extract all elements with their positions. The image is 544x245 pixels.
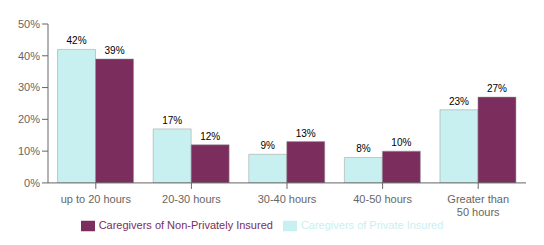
svg-text:17%: 17% [162,115,182,126]
svg-text:10%: 10% [391,137,411,148]
svg-text:40%: 40% [18,50,40,62]
svg-text:30%: 30% [18,81,40,93]
svg-text:30-40 hours: 30-40 hours [258,193,317,205]
svg-text:9%: 9% [261,140,276,151]
svg-text:23%: 23% [449,96,469,107]
svg-text:39%: 39% [105,45,125,56]
svg-text:50%: 50% [18,18,40,30]
html-text:Caregivers of Non-Privately In: Caregivers of Non-Privately Insured [98,218,273,231]
svg-text:40-50 hours: 40-50 hours [353,193,412,205]
svg-text:20%: 20% [18,113,40,125]
svg-text:up to 20 hours: up to 20 hours [61,193,132,205]
svg-text:12%: 12% [200,131,220,142]
svg-text:20-30 hours: 20-30 hours [162,193,221,205]
html-text:Caregivers of Private Insured: Caregivers of Private Insured [300,218,444,231]
svg-text:10%: 10% [18,145,40,157]
svg-text:13%: 13% [296,128,316,139]
svg-text:8%: 8% [356,143,371,154]
svg-text:0%: 0% [24,177,40,189]
svg-text:42%: 42% [67,35,87,46]
svg-text:Greater than50 hours: Greater than50 hours [447,193,509,218]
svg-text:27%: 27% [487,83,507,94]
